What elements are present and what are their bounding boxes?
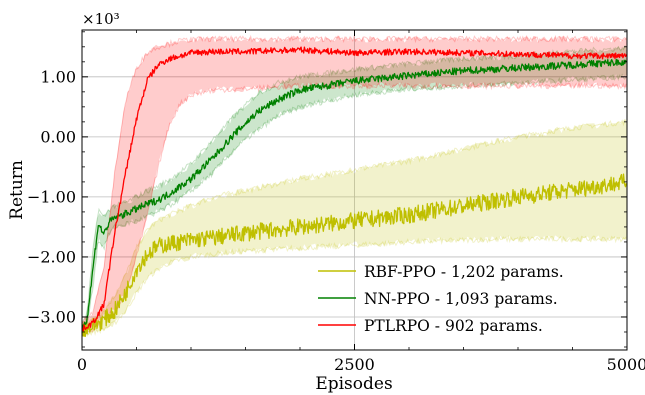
- band-nn-ppo-1-093-params: [82, 45, 627, 331]
- y-multiplier-label: ×10³: [82, 10, 120, 28]
- x-tick-label: 2500: [334, 355, 375, 374]
- x-tick-label: 0: [77, 355, 87, 374]
- band-edge-lower-ptlrpo-902-params: [82, 81, 627, 337]
- tick-labels: 0 2500 5000 −3.00 −2.00 −1.00 0.00 1.00: [27, 67, 645, 374]
- x-tick-label: 5000: [607, 355, 645, 374]
- grid: [82, 30, 627, 350]
- band-edge-lower-rbf-ppo-1-202-params: [82, 234, 627, 337]
- y-tick-label: 1.00: [40, 67, 76, 86]
- band-edge-upper-ptlrpo-902-params: [82, 34, 627, 325]
- line-rbf-ppo-1-202-params: [82, 173, 627, 337]
- y-axis-label: Return: [7, 160, 27, 220]
- y-tick-label: −1.00: [27, 187, 76, 206]
- y-tick-label: −2.00: [27, 247, 76, 266]
- x-axis-label: Episodes: [315, 374, 392, 394]
- legend-label-ptlrpo: PTLRPO - 902 params.: [364, 317, 543, 335]
- legend-label-nn-ppo: NN-PPO - 1,093 params.: [364, 290, 558, 308]
- legend-label-rbf-ppo: RBF-PPO - 1,202 params.: [364, 263, 564, 281]
- band-edge-lower-nn-ppo-1-093-params: [82, 73, 627, 334]
- band-ptlrpo-902-params: [82, 35, 627, 336]
- y-tick-label: −3.00: [27, 307, 76, 326]
- legend: RBF-PPO - 1,202 params. NN-PPO - 1,093 p…: [318, 263, 564, 335]
- axis-ticks: [81, 30, 628, 350]
- y-tick-label: 0.00: [40, 127, 76, 146]
- line-ptlrpo-902-params: [82, 46, 627, 332]
- line-nn-ppo-1-093-params: [82, 58, 627, 331]
- band-edge-upper-rbf-ppo-1-202-params: [82, 119, 627, 325]
- series-lines: [82, 46, 627, 337]
